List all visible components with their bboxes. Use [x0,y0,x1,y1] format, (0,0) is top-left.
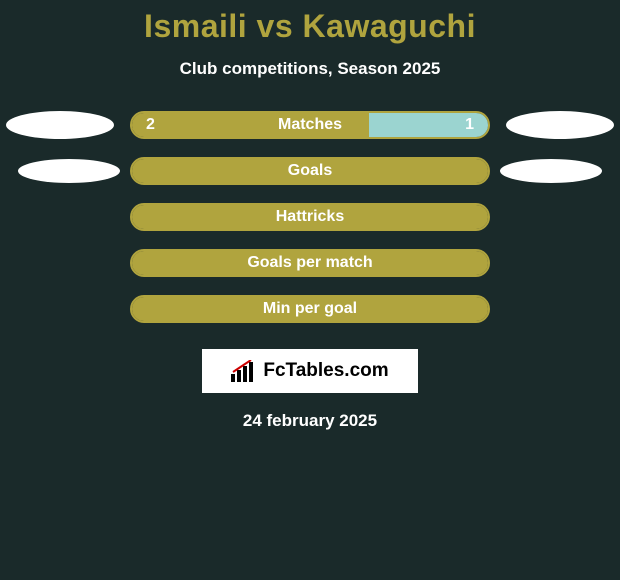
bar-matches: 2 Matches 1 [130,111,490,139]
footer-brand-text: FcTables.com [263,360,388,382]
comparison-infographic: Ismaili vs Kawaguchi Club competitions, … [0,0,620,431]
footer-brand-panel: FcTables.com [202,349,418,393]
spacer [500,263,501,264]
bar-goals-per-match: Goals per match [130,249,490,277]
footer-date: 24 february 2025 [0,411,620,431]
player-left-marker-2 [18,159,120,183]
player-right-marker-2 [500,159,602,183]
bar-label: Hattricks [132,205,488,229]
bar-label: Goals per match [132,251,488,275]
chart-area: 2 Matches 1 Goals Hattricks Goals per ma… [0,111,620,323]
bar-value-right: 1 [465,113,474,137]
bar-hattricks: Hattricks [130,203,490,231]
bar-label: Matches [132,113,488,137]
subtitle: Club competitions, Season 2025 [0,59,620,79]
spacer [500,309,501,310]
bar-goals: Goals [130,157,490,185]
spacer [500,217,501,218]
page-title: Ismaili vs Kawaguchi [0,8,620,45]
player-left-marker [6,111,114,139]
bar-chart-icon [231,360,257,382]
bar-label: Min per goal [132,297,488,321]
player-right-marker [506,111,614,139]
bar-min-per-goal: Min per goal [130,295,490,323]
spacer [0,309,1,310]
spacer [0,217,1,218]
bar-label: Goals [132,159,488,183]
spacer [0,263,1,264]
